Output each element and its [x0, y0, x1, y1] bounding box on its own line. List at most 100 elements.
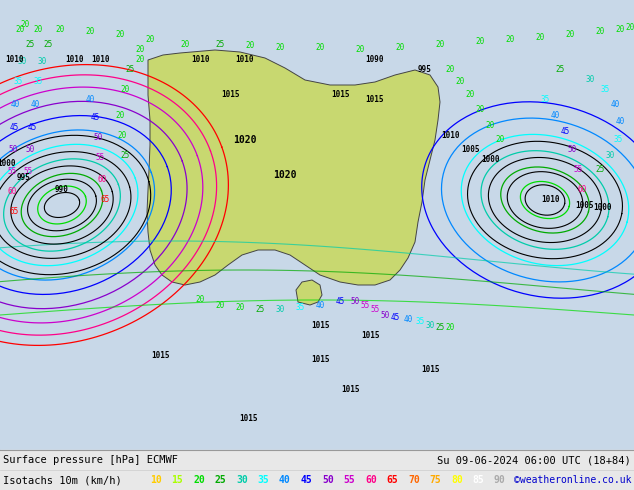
Text: 1015: 1015	[361, 330, 379, 340]
Text: 80: 80	[451, 475, 463, 485]
Text: 55: 55	[23, 168, 32, 176]
Text: 1010: 1010	[541, 196, 559, 204]
Text: 75: 75	[429, 475, 441, 485]
Text: 50: 50	[93, 133, 103, 143]
Text: 1015: 1015	[366, 96, 384, 104]
Text: 20: 20	[117, 130, 127, 140]
Text: 30: 30	[585, 75, 595, 84]
Text: 10: 10	[150, 475, 162, 485]
Text: 1000: 1000	[0, 158, 16, 168]
Text: 1020: 1020	[273, 170, 297, 180]
Text: 35: 35	[257, 475, 269, 485]
Text: 50: 50	[8, 146, 18, 154]
Text: 20: 20	[476, 38, 484, 47]
Text: 1010: 1010	[191, 55, 209, 65]
Text: 1000: 1000	[481, 155, 499, 165]
Text: 50: 50	[380, 311, 390, 319]
Text: 20: 20	[625, 24, 634, 32]
Text: 90: 90	[494, 475, 506, 485]
Text: 40: 40	[403, 316, 413, 324]
Text: 20: 20	[495, 136, 505, 145]
Text: 1020: 1020	[233, 135, 257, 145]
Text: 60: 60	[365, 475, 377, 485]
Text: 1015: 1015	[331, 91, 349, 99]
Text: 70: 70	[408, 475, 420, 485]
Text: 990: 990	[55, 186, 69, 195]
Text: 65: 65	[387, 475, 398, 485]
Text: 45: 45	[301, 475, 313, 485]
Text: 55: 55	[573, 166, 583, 174]
Text: 1010: 1010	[236, 55, 254, 65]
Text: 20: 20	[535, 33, 545, 43]
Text: 60: 60	[8, 188, 16, 196]
Text: 25: 25	[43, 41, 53, 49]
Text: 25: 25	[25, 41, 35, 49]
Text: 20: 20	[193, 475, 205, 485]
Text: 25: 25	[126, 66, 134, 74]
Text: 1010: 1010	[6, 55, 24, 65]
Text: 45: 45	[91, 114, 100, 122]
Text: 40: 40	[315, 300, 325, 310]
Text: 45: 45	[391, 314, 399, 322]
Text: 1015: 1015	[421, 366, 439, 374]
Text: 20: 20	[476, 105, 484, 115]
Text: 20: 20	[235, 303, 245, 313]
Text: 20: 20	[115, 111, 125, 120]
Text: 1005: 1005	[576, 200, 594, 210]
Text: 35: 35	[540, 96, 550, 104]
Text: 20: 20	[20, 21, 30, 29]
Text: 1015: 1015	[311, 320, 329, 329]
Text: 1005: 1005	[461, 146, 479, 154]
Text: 15: 15	[172, 475, 183, 485]
Text: 1010: 1010	[66, 55, 84, 65]
Text: 25: 25	[214, 475, 226, 485]
Text: 20: 20	[396, 44, 404, 52]
Text: 55: 55	[344, 475, 355, 485]
Text: 20: 20	[115, 30, 125, 40]
Text: 40: 40	[616, 118, 624, 126]
Text: 20: 20	[445, 323, 455, 333]
Text: 35: 35	[600, 85, 610, 95]
Text: 20: 20	[436, 41, 444, 49]
Text: 20: 20	[195, 295, 205, 304]
Text: 20: 20	[595, 27, 605, 36]
Text: 20: 20	[465, 91, 475, 99]
Text: 20: 20	[55, 25, 65, 34]
Text: 30: 30	[17, 57, 27, 67]
Text: 20: 20	[566, 30, 574, 40]
Text: 30: 30	[275, 305, 285, 315]
Text: 85: 85	[472, 475, 484, 485]
Text: 20: 20	[275, 44, 285, 52]
Text: 35: 35	[295, 303, 304, 313]
Text: 55: 55	[360, 300, 370, 310]
Text: 60: 60	[98, 175, 107, 185]
Text: 20: 20	[34, 25, 42, 34]
Text: 20: 20	[315, 44, 325, 52]
Text: 30: 30	[425, 320, 435, 329]
Bar	[0, 450, 634, 490]
Text: 50: 50	[25, 146, 35, 154]
Text: 35: 35	[13, 77, 23, 87]
Text: 20: 20	[445, 66, 455, 74]
Text: 1000: 1000	[594, 203, 612, 213]
Text: 20: 20	[120, 85, 129, 95]
Text: 20: 20	[15, 25, 25, 34]
Polygon shape	[296, 280, 322, 305]
Text: 45: 45	[10, 123, 18, 132]
Text: 20: 20	[145, 35, 155, 45]
Text: 20: 20	[136, 46, 145, 54]
Text: 1010: 1010	[441, 130, 459, 140]
Text: 35: 35	[34, 77, 42, 87]
Text: 55: 55	[95, 153, 105, 163]
Text: 20: 20	[86, 27, 94, 36]
Text: 45: 45	[27, 123, 37, 132]
Text: 20: 20	[136, 55, 145, 65]
Text: ©weatheronline.co.uk: ©weatheronline.co.uk	[514, 475, 631, 485]
Text: 1015: 1015	[221, 91, 239, 99]
Text: 25: 25	[256, 305, 264, 315]
Text: 40: 40	[10, 100, 20, 109]
Text: 20: 20	[245, 42, 255, 50]
Text: 40: 40	[279, 475, 291, 485]
Text: 40: 40	[86, 96, 94, 104]
Text: 20: 20	[505, 35, 515, 45]
